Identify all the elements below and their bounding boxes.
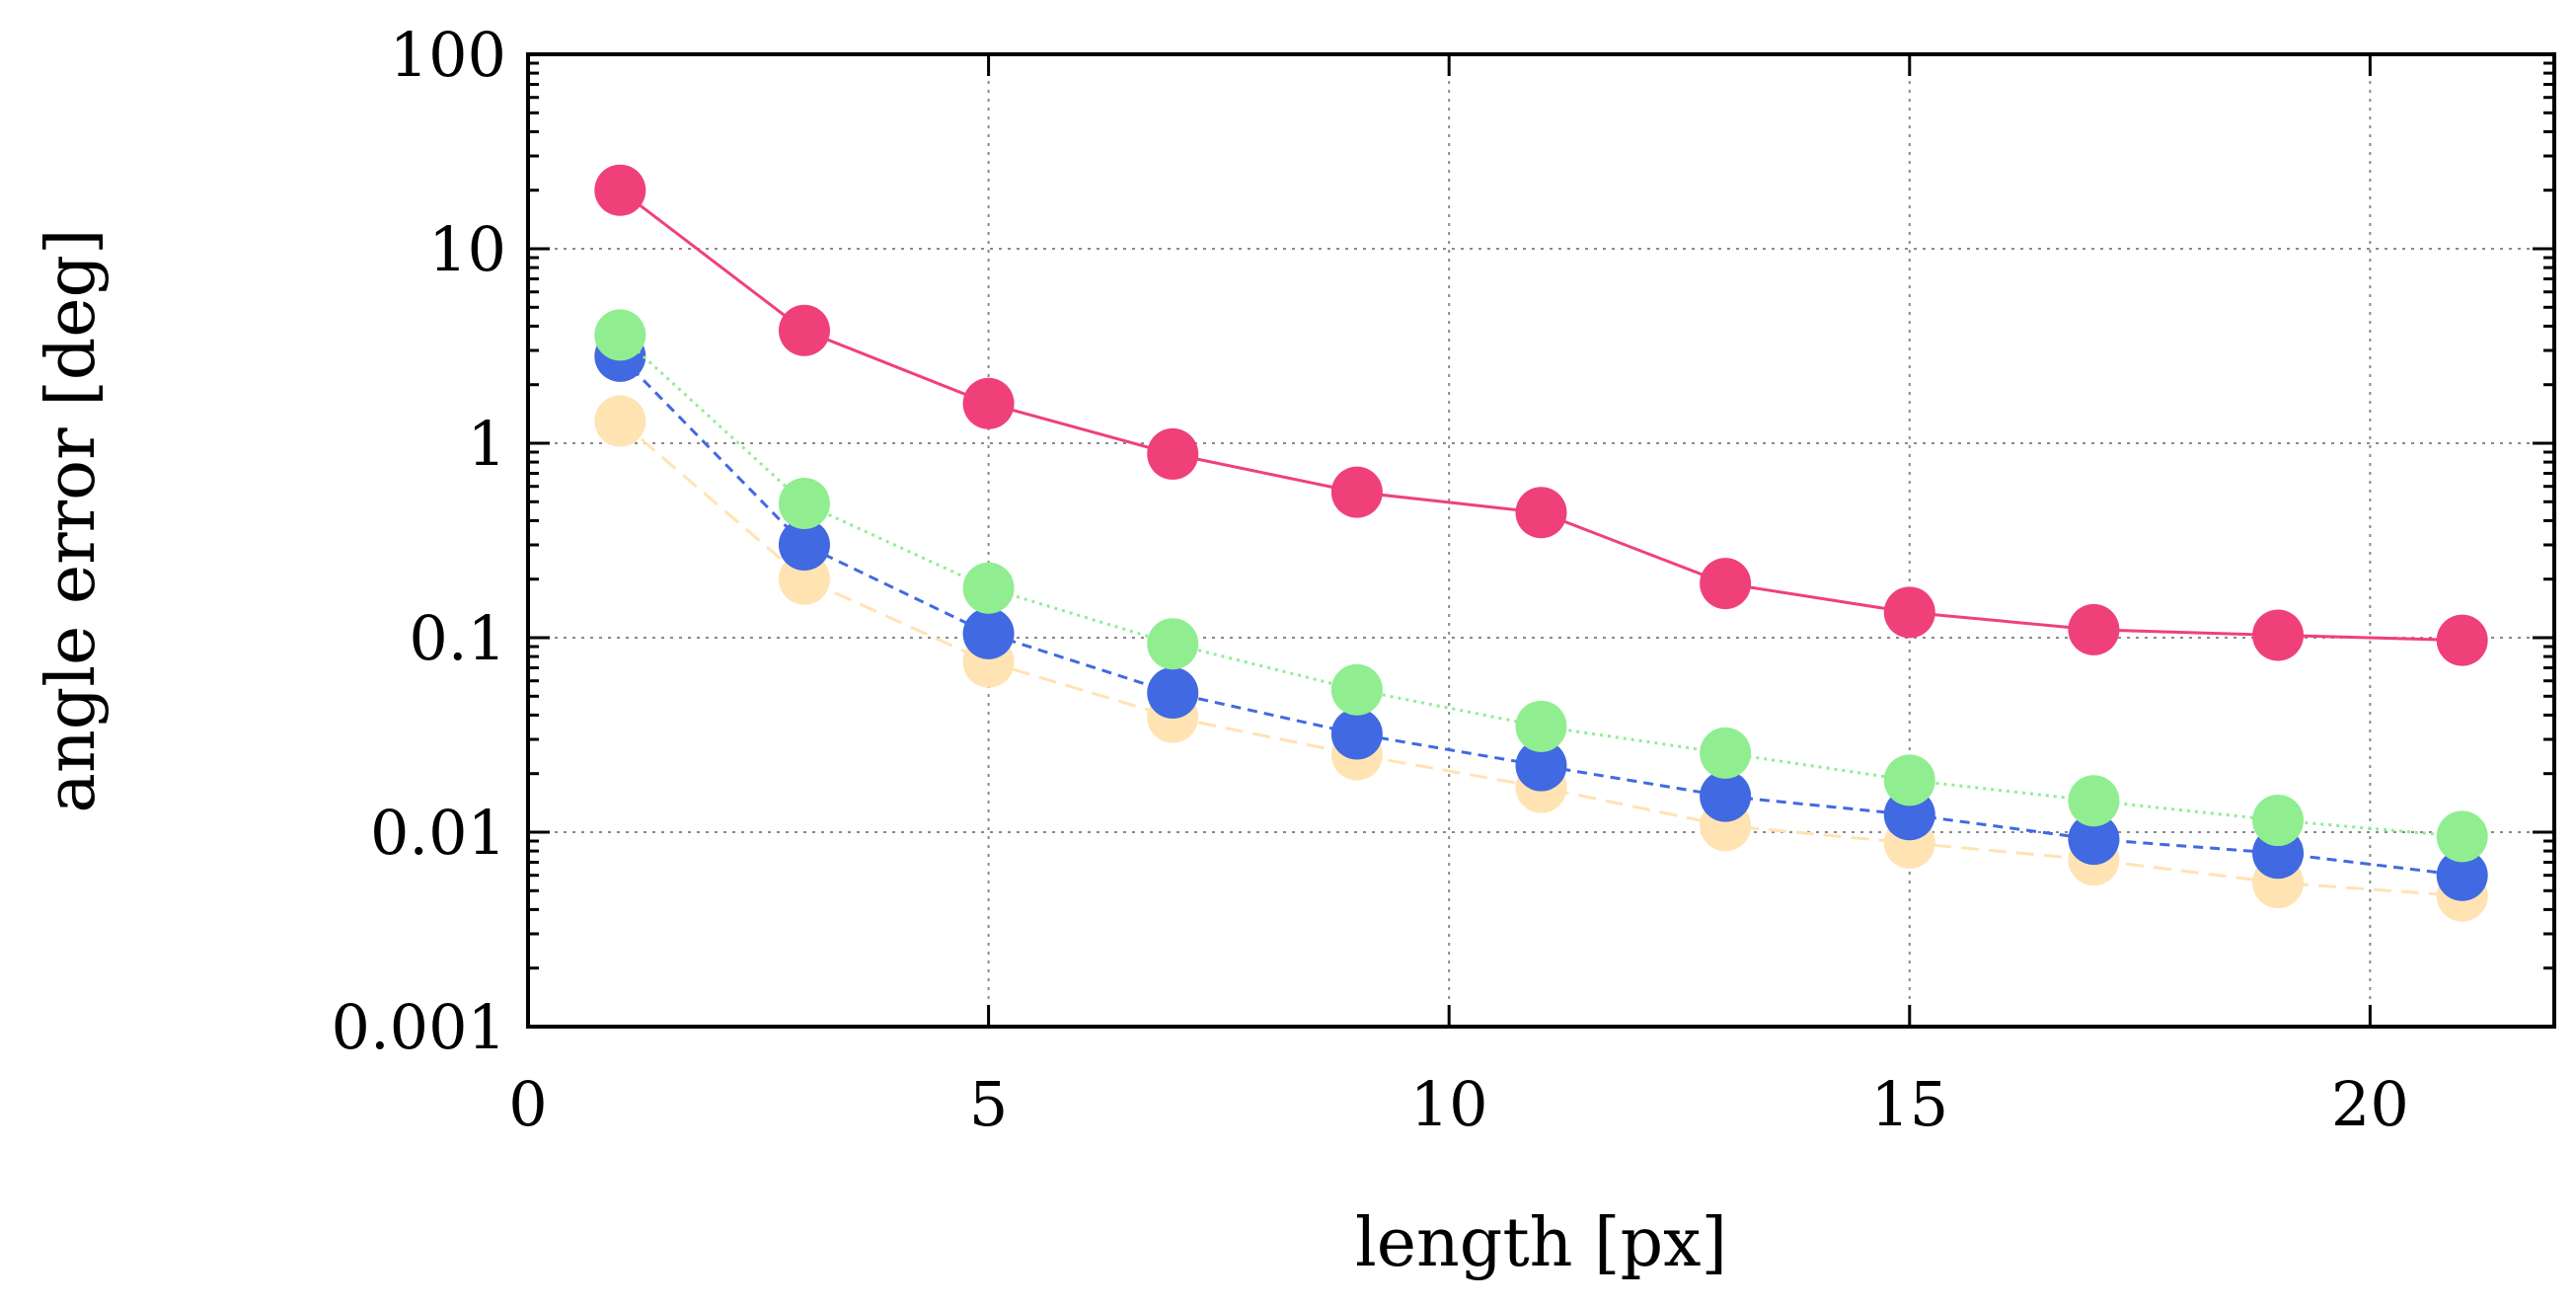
series-green-point [594,309,646,361]
series-green-point [1883,754,1935,806]
x-tick-label: 20 [2331,1068,2409,1140]
series-layer [594,164,2488,922]
y-tick-label: 0.01 [370,797,506,869]
series-pink-line [619,189,2462,643]
x-axis-title: length [px] [1355,1204,1727,1282]
series-pink-point [2068,603,2120,655]
y-tick-label: 0.001 [332,991,507,1063]
series-pink-point [1883,586,1935,639]
series-green-point [1147,618,1199,670]
series-pink-point [778,304,830,356]
tick-layer: 0 5 10 15 20 0.001 0.01 0.1 1 10 100 [332,19,2554,1140]
series-blue-point [2436,849,2488,901]
y-tick-label: 1 [468,408,506,480]
x-tick-label: 15 [1870,1068,1948,1140]
series-pink-point [594,164,646,216]
series-blue-point [2068,813,2120,866]
series-green-point [778,478,830,530]
series-green-point [1330,663,1383,716]
x-tick-label: 10 [1410,1068,1488,1140]
series-pink-point [962,377,1015,429]
series-orange-point [594,395,646,447]
series-blue-point [1515,739,1567,792]
series-orange [594,395,2488,922]
series-pink-point [2436,614,2488,666]
y-axis-title: angle error [deg] [33,228,111,812]
y-tick-label: 0.1 [409,602,506,674]
series-green [594,309,2488,863]
series-blue-point [1147,666,1199,719]
series-green-point [2436,810,2488,863]
series-green-point [962,562,1015,614]
series-pink-point [1147,427,1199,480]
series-blue-point [1700,770,1752,822]
series-pink-point [1700,558,1752,610]
x-tick-label: 5 [969,1068,1008,1140]
series-blue-point [1330,708,1383,760]
series-blue [594,330,2488,901]
series-pink-point [2252,609,2305,661]
y-tick-label: 10 [428,213,506,285]
series-green-point [2252,795,2305,847]
series-pink-point [1515,487,1567,539]
y-tick-label: 100 [390,19,506,91]
grid-layer [528,54,2554,1027]
series-pink-point [1330,466,1383,518]
series-blue-point [962,607,1015,659]
series-green-point [2068,775,2120,827]
series-green-point [1515,700,1567,752]
series-pink [594,164,2488,666]
series-green-point [1700,727,1752,779]
x-tick-label: 0 [508,1068,547,1140]
series-blue-point [778,519,830,572]
plot-frame [526,52,2556,1029]
